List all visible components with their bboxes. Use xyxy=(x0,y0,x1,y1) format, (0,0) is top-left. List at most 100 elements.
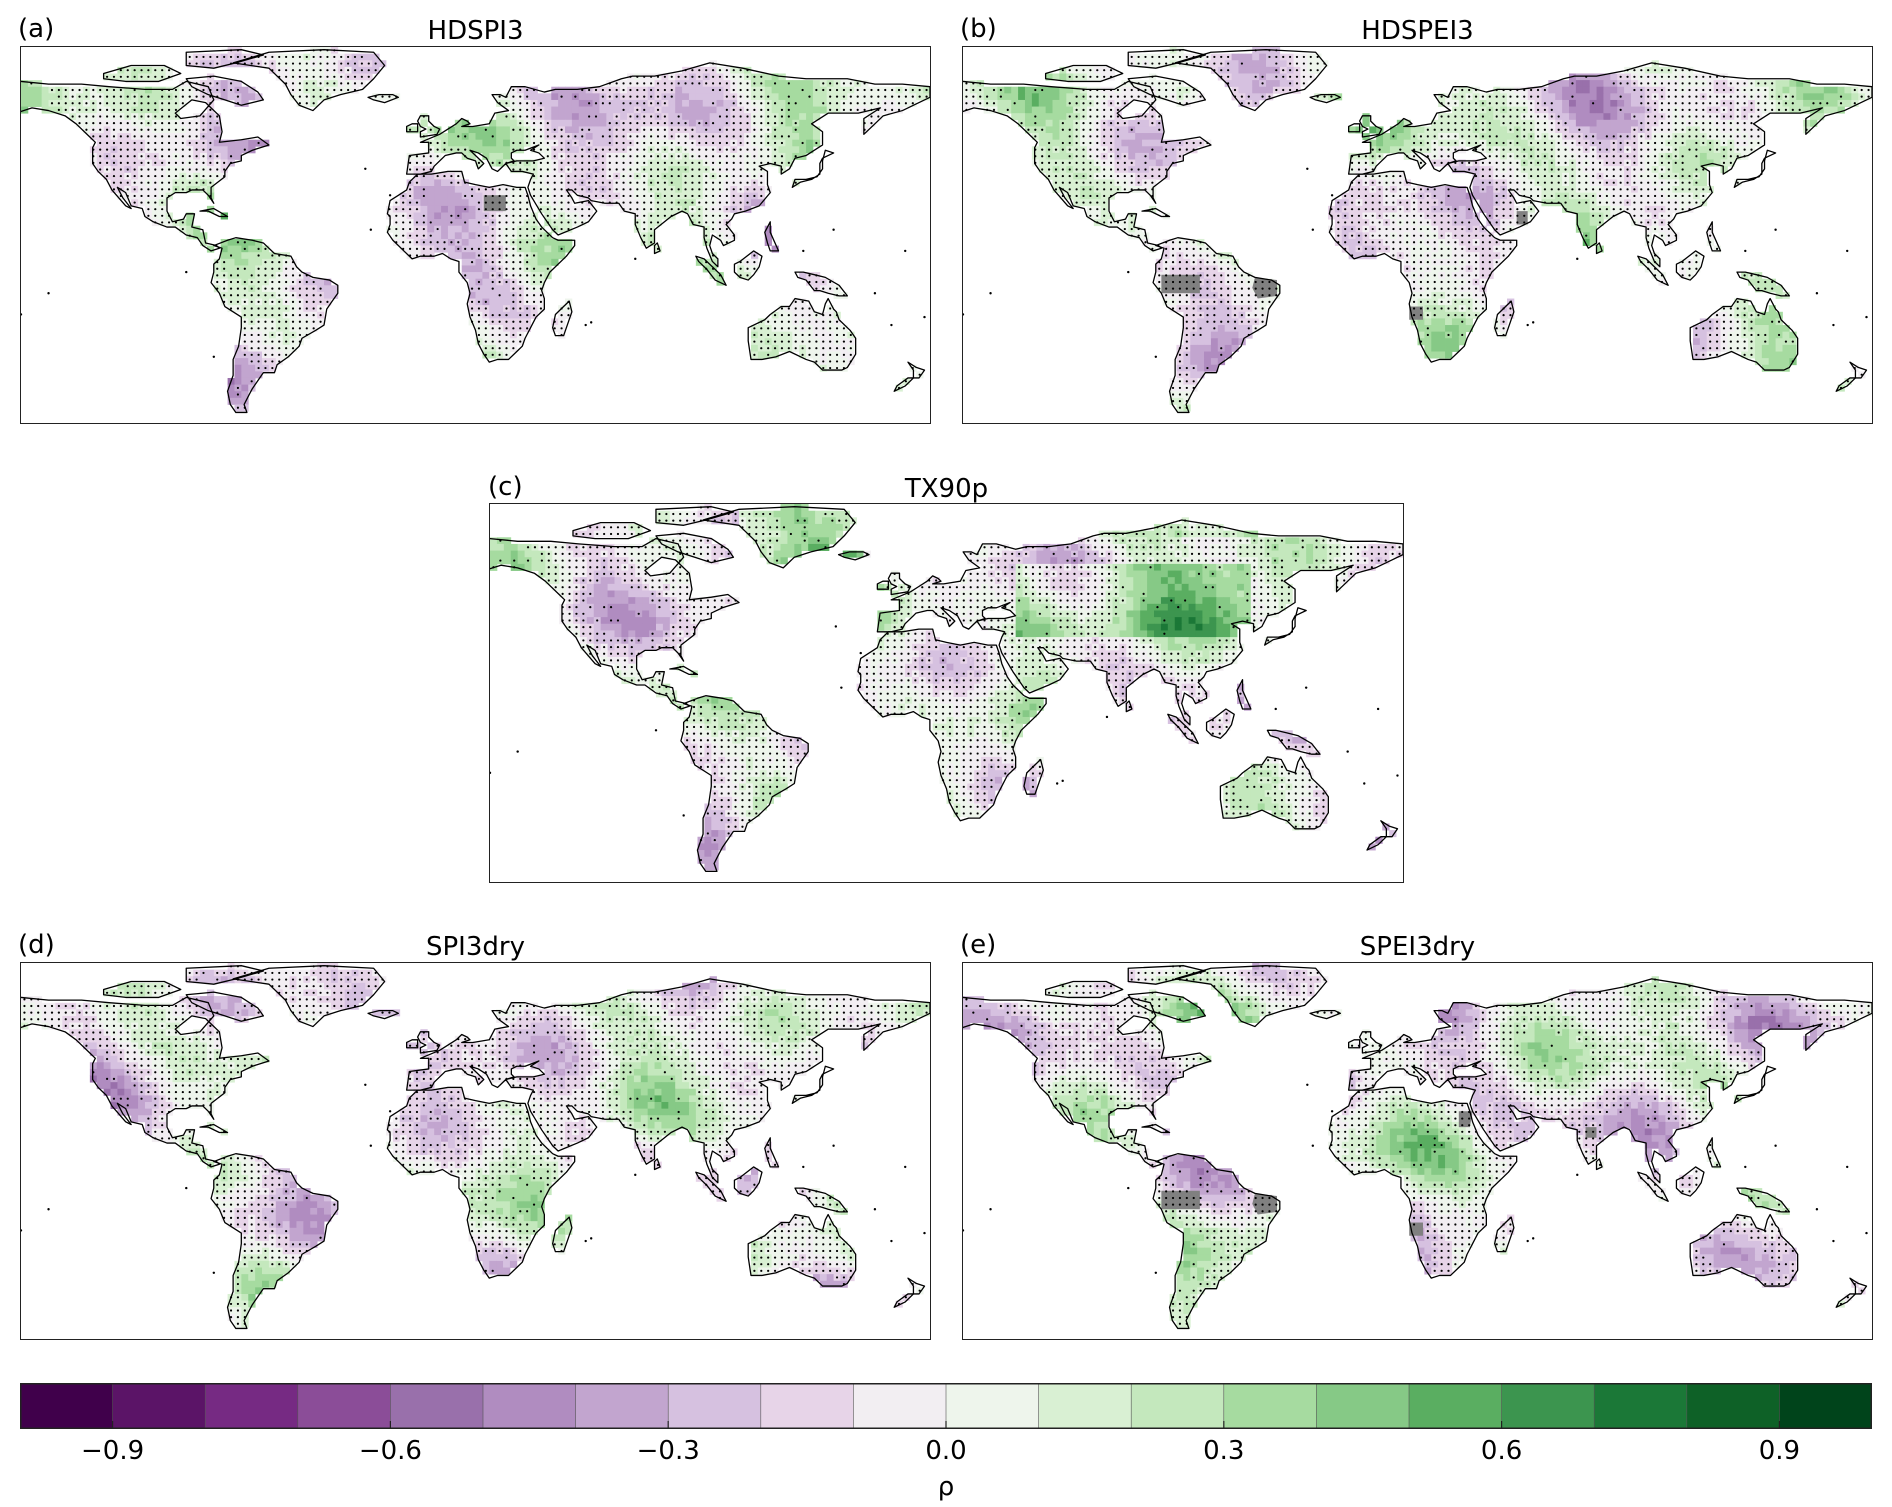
stipple-dot xyxy=(760,135,763,138)
grid-cell xyxy=(599,126,607,134)
stipple-dot xyxy=(285,69,288,72)
stipple-dot xyxy=(216,168,219,171)
stipple-dot xyxy=(622,155,625,158)
stipple-dot xyxy=(739,108,742,111)
stipple-dot xyxy=(140,174,143,178)
stipple-dot xyxy=(663,181,666,184)
stipple-dot xyxy=(119,161,122,164)
stipple-dot xyxy=(732,181,735,184)
stipple-dot xyxy=(347,88,350,92)
grid-cell xyxy=(1624,86,1632,94)
stipple-dot xyxy=(147,115,150,118)
stipple-dot xyxy=(574,135,577,138)
stipple-dot xyxy=(319,95,322,98)
grid-cell xyxy=(578,113,587,121)
stipple-dot xyxy=(732,188,735,191)
stipple-dot xyxy=(188,88,191,92)
stipple-dot xyxy=(202,115,205,118)
grid-cell xyxy=(1575,80,1584,88)
grid-cell xyxy=(234,371,242,379)
stipple-dot xyxy=(319,88,322,92)
stipple-dot xyxy=(650,161,653,164)
stipple-dot xyxy=(271,274,274,277)
stipple-dot xyxy=(753,95,756,98)
stipple-dot xyxy=(223,287,226,290)
stipple-dot xyxy=(636,188,639,191)
grid-cell xyxy=(1231,53,1239,61)
stipple-dot xyxy=(670,201,673,204)
stipple-dot xyxy=(725,82,728,85)
stipple-dot xyxy=(505,353,508,356)
stipple-dot xyxy=(188,168,191,171)
stipple-dot xyxy=(787,108,790,111)
stipple-dot xyxy=(594,188,598,191)
stipple-dot xyxy=(746,274,749,277)
grid-cell xyxy=(558,99,566,107)
grid-cell xyxy=(138,86,146,94)
stipple-dot xyxy=(326,69,329,72)
stipple-dot xyxy=(773,340,777,343)
stipple-dot xyxy=(216,115,219,118)
grid-cell xyxy=(496,133,504,141)
stipple-dot xyxy=(236,386,240,390)
grid-cell xyxy=(716,106,724,114)
grid-cell xyxy=(806,133,814,141)
stipple-dot xyxy=(333,82,336,85)
grid-cell xyxy=(1575,86,1584,94)
stipple-dot xyxy=(429,247,432,251)
stipple-dot xyxy=(622,148,625,151)
stipple-dot xyxy=(718,168,722,171)
stipple-dot xyxy=(154,188,157,191)
stipple-dot xyxy=(161,115,164,118)
stipple-dot xyxy=(532,194,536,198)
stipple-dot xyxy=(863,102,866,105)
stipple-dot xyxy=(305,280,308,284)
stipple-dot xyxy=(50,102,54,105)
grid-cell xyxy=(227,265,235,273)
grid-cell xyxy=(220,252,228,260)
coastline-africa xyxy=(386,170,576,363)
stipple-dot xyxy=(725,161,728,164)
stipple-dot xyxy=(312,280,315,284)
stipple-dot xyxy=(464,194,467,198)
coastline-australia xyxy=(747,297,857,371)
stipple-dot xyxy=(636,214,639,217)
grid-cell xyxy=(427,179,435,187)
grid-cell xyxy=(509,119,518,127)
stipple-dot xyxy=(629,135,632,138)
stipple-dot xyxy=(243,307,246,310)
stipple-dot xyxy=(670,88,673,92)
stipple-dot xyxy=(636,82,639,85)
grid-cell xyxy=(537,238,545,246)
stipple-dot xyxy=(629,161,632,164)
stipple-dot xyxy=(526,108,529,111)
grid-cell xyxy=(1589,106,1597,114)
stipple-dot xyxy=(291,287,295,290)
stipple-dot xyxy=(250,313,253,317)
stipple-dot xyxy=(140,122,143,125)
stipple-dot xyxy=(526,141,529,145)
grid-cell xyxy=(1052,113,1060,121)
stipple-dot xyxy=(608,88,611,92)
stipple-dot xyxy=(526,261,529,264)
grid-cell xyxy=(151,86,160,94)
grid-cell xyxy=(1562,106,1570,114)
grid-cell xyxy=(468,133,476,141)
stipple-dot xyxy=(99,135,102,138)
grid-cell xyxy=(220,80,228,88)
stipple-dot xyxy=(236,241,240,244)
stipple-dot xyxy=(835,353,839,356)
stipple-dot xyxy=(643,161,646,164)
stipple-dot xyxy=(849,95,852,98)
stipple-dot xyxy=(526,208,529,211)
stipple-dot xyxy=(650,168,653,171)
stipple-dot xyxy=(739,135,742,138)
grid-cell xyxy=(778,93,786,101)
stipple-dot xyxy=(512,307,515,310)
stipple-dot xyxy=(229,294,233,297)
stipple-dot xyxy=(698,69,701,72)
grid-cell xyxy=(454,126,463,134)
grid-cell xyxy=(1252,60,1260,68)
stipple-dot xyxy=(491,267,494,270)
grid-cell xyxy=(1066,93,1074,101)
